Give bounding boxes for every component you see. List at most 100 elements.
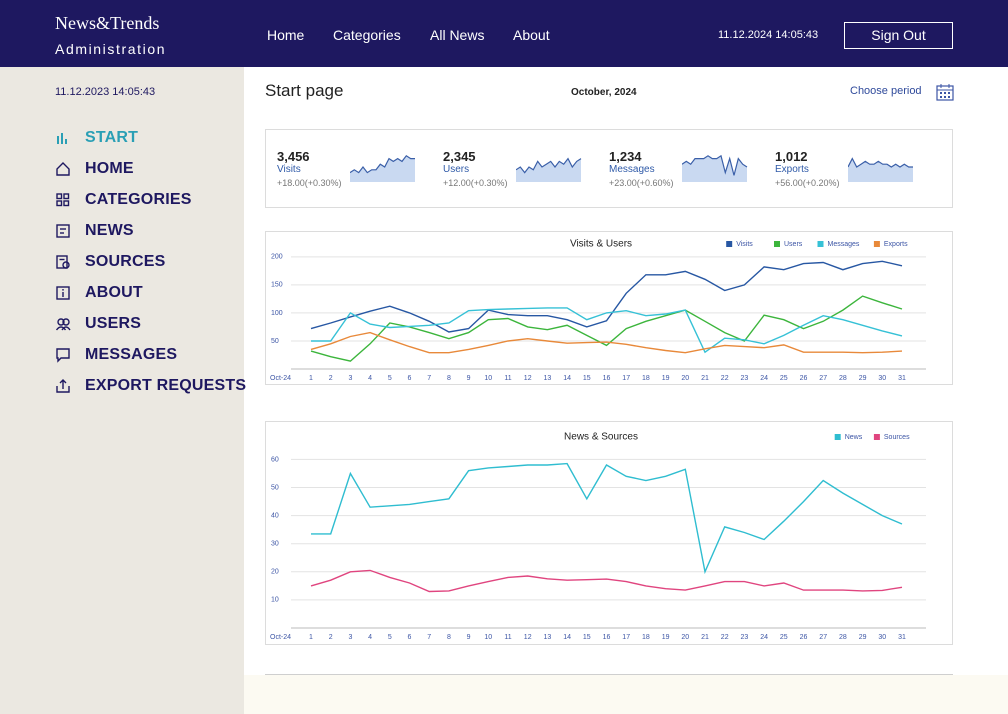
chart-title: Visits & Users bbox=[570, 239, 632, 250]
y-tick-label: 50 bbox=[271, 338, 279, 345]
stat-change: +12.00(+0.30%) bbox=[443, 178, 508, 188]
page-title: Start page bbox=[265, 81, 344, 100]
choose-period[interactable]: Choose period bbox=[850, 85, 922, 97]
x-tick-label: 28 bbox=[839, 634, 847, 641]
x-tick-label: 29 bbox=[859, 375, 867, 382]
x-tick-label: 10 bbox=[484, 375, 492, 382]
nav-link[interactable]: Categories bbox=[333, 27, 401, 43]
sparkline-area bbox=[516, 158, 581, 182]
stat-label: Visits bbox=[277, 164, 301, 175]
legend-label: Users bbox=[784, 241, 803, 248]
x-tick-label: 16 bbox=[603, 375, 611, 382]
stat-label: Users bbox=[443, 164, 470, 175]
period: October, 2024 bbox=[571, 87, 637, 98]
y-tick-label: 200 bbox=[271, 254, 283, 261]
x-tick-label: 6 bbox=[408, 375, 412, 382]
x-tick-label: 12 bbox=[524, 634, 532, 641]
x-tick-label: 1 bbox=[309, 634, 313, 641]
x-tick-label: 1 bbox=[309, 375, 313, 382]
stat-value: 1,012 bbox=[775, 149, 808, 164]
x-tick-label: 23 bbox=[741, 375, 749, 382]
sparkline bbox=[516, 157, 582, 182]
x-tick-label: 3 bbox=[348, 375, 352, 382]
x-tick-label: 27 bbox=[819, 375, 827, 382]
y-tick-label: 30 bbox=[271, 541, 279, 548]
stat-value: 2,345 bbox=[443, 149, 476, 164]
stat-label: Messages bbox=[609, 164, 655, 175]
y-tick-label: 20 bbox=[271, 569, 279, 576]
menu-item[interactable]: CATEGORIES bbox=[85, 191, 192, 208]
brand: News&Trends bbox=[55, 13, 160, 33]
x-tick-label: 14 bbox=[563, 375, 571, 382]
divider bbox=[265, 674, 953, 675]
sparkline-area bbox=[848, 158, 913, 182]
menu-item[interactable]: NEWS bbox=[85, 222, 134, 239]
nav-link[interactable]: Home bbox=[267, 27, 305, 43]
menu-icon bbox=[56, 255, 70, 269]
x-tick-label: 21 bbox=[701, 634, 709, 641]
menu-icon bbox=[56, 286, 70, 300]
legend-swatch bbox=[726, 241, 733, 247]
x-tick-label: 2 bbox=[329, 634, 333, 641]
menu-icon bbox=[56, 379, 70, 393]
stat-change: +56.00(+0.20%) bbox=[775, 178, 840, 188]
y-tick-label: 100 bbox=[271, 310, 283, 317]
menu-item[interactable]: ABOUT bbox=[85, 284, 143, 301]
menu-item[interactable]: SOURCES bbox=[85, 253, 166, 270]
x-tick-label: 26 bbox=[800, 375, 808, 382]
sign-out-button[interactable]: Sign Out bbox=[844, 22, 953, 49]
y-tick-label: 60 bbox=[271, 456, 279, 463]
header-datetime: 11.12.2024 14:05:43 bbox=[718, 29, 819, 41]
legend-label: News bbox=[845, 434, 863, 441]
x-tick-label: 9 bbox=[467, 375, 471, 382]
legend-label: Messages bbox=[828, 241, 860, 248]
legend-swatch bbox=[817, 241, 824, 247]
sidebar-datetime: 11.12.2023 14:05:43 bbox=[55, 86, 156, 98]
x-tick-label: 18 bbox=[642, 375, 650, 382]
x-tick-label: Oct-24 bbox=[270, 375, 291, 382]
x-tick-label: 31 bbox=[898, 375, 906, 382]
y-tick-label: 150 bbox=[271, 282, 283, 289]
stat-change: +18.00(+0.30%) bbox=[277, 178, 342, 188]
sparkline-area bbox=[350, 155, 415, 182]
stat-label: Exports bbox=[775, 164, 809, 175]
sparkline-area bbox=[682, 155, 747, 182]
legend-swatch bbox=[774, 241, 780, 247]
x-tick-label: 3 bbox=[348, 634, 352, 641]
y-tick-label: 40 bbox=[271, 512, 279, 519]
calendar-icon[interactable] bbox=[936, 84, 954, 101]
y-tick-label: 10 bbox=[271, 597, 279, 604]
x-tick-label: 15 bbox=[583, 634, 591, 641]
menu-item[interactable]: EXPORT REQUESTS bbox=[85, 377, 247, 394]
chart-card: Visits & Users 50 100 150 200 Oct-24 1 2 3 4 5 6 7 8 9… bbox=[265, 231, 953, 385]
series-line bbox=[310, 260, 903, 333]
series-line bbox=[311, 462, 903, 575]
series-line bbox=[310, 295, 903, 362]
legend-swatch bbox=[873, 241, 880, 247]
x-tick-label: 8 bbox=[447, 634, 451, 641]
x-tick-label: 4 bbox=[368, 375, 372, 382]
x-tick-label: 28 bbox=[839, 375, 847, 382]
x-tick-label: 9 bbox=[467, 634, 471, 641]
menu-item[interactable]: START bbox=[85, 129, 139, 146]
x-tick-label: 14 bbox=[563, 634, 571, 641]
brand-subtitle: Administration bbox=[55, 41, 167, 57]
legend-swatch bbox=[834, 434, 841, 440]
sparkline bbox=[848, 157, 913, 182]
nav-link[interactable]: All News bbox=[430, 27, 485, 43]
legend-label: Exports bbox=[884, 241, 908, 248]
stats-card: 3,456 Visits +18.00(+0.30%) 2,345 Users +12.0… bbox=[265, 129, 953, 208]
x-tick-label: 31 bbox=[898, 634, 906, 641]
x-tick-label: 25 bbox=[780, 375, 788, 382]
menu-item[interactable]: USERS bbox=[85, 315, 142, 332]
menu-item[interactable]: HOME bbox=[85, 160, 134, 177]
menu-icon bbox=[57, 133, 67, 144]
x-tick-label: 22 bbox=[721, 634, 729, 641]
x-tick-label: 30 bbox=[878, 375, 886, 382]
stat-change: +23.00(+0.60%) bbox=[609, 178, 674, 188]
footer-strip bbox=[244, 675, 1008, 714]
menu-item[interactable]: MESSAGES bbox=[85, 346, 178, 363]
nav-link[interactable]: About bbox=[513, 27, 550, 43]
x-tick-label: 17 bbox=[622, 375, 630, 382]
